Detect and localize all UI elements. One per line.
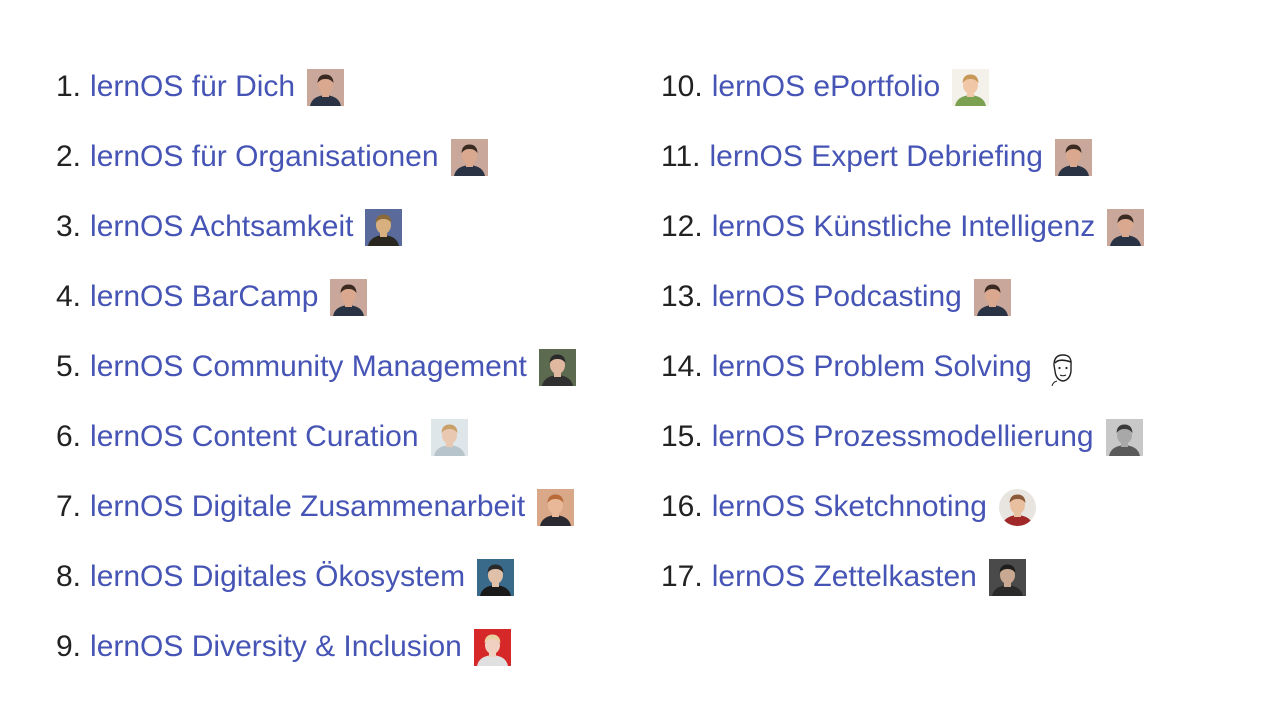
guide-link[interactable]: lernOS BarCamp xyxy=(90,280,319,313)
guide-link[interactable]: lernOS Zettelkasten xyxy=(711,560,977,593)
list-item-number: 12. xyxy=(661,210,703,243)
guide-link[interactable]: lernOS Prozessmodellierung xyxy=(711,420,1094,453)
list-item-number: 6. xyxy=(56,420,82,453)
guide-list-item: 3. lernOS Achtsamkeit xyxy=(56,192,576,262)
list-item-number: 11. xyxy=(661,140,701,173)
sketched-face-icon xyxy=(1043,348,1081,386)
list-item-number: 16. xyxy=(661,490,703,523)
list-item-number: 8. xyxy=(56,560,82,593)
person-avatar-icon xyxy=(430,418,468,456)
guide-list-item: 5. lernOS Community Management xyxy=(56,332,576,402)
person-avatar-icon xyxy=(330,278,368,316)
list-item-number: 3. xyxy=(56,210,82,243)
person-avatar-icon xyxy=(538,348,576,386)
person-avatar-icon xyxy=(473,628,511,666)
list-item-number: 10. xyxy=(661,70,703,103)
guide-link[interactable]: lernOS Diversity & Inclusion xyxy=(90,630,462,663)
list-item-number: 14. xyxy=(661,350,703,383)
guide-link[interactable]: lernOS Community Management xyxy=(90,350,527,383)
guide-list-item: 10. lernOS ePortfolio xyxy=(661,52,1144,122)
list-item-number: 7. xyxy=(56,490,82,523)
guide-link[interactable]: lernOS ePortfolio xyxy=(711,70,941,103)
guide-list-item: 14. lernOS Problem Solving xyxy=(661,332,1144,402)
guide-link[interactable]: lernOS Expert Debriefing xyxy=(709,140,1043,173)
person-avatar-icon xyxy=(952,68,990,106)
guide-list-item: 8. lernOS Digitales Ökosystem xyxy=(56,542,576,612)
guide-link[interactable]: lernOS für Organisationen xyxy=(90,140,439,173)
guide-link[interactable]: lernOS für Dich xyxy=(90,70,296,103)
list-item-number: 1. xyxy=(56,70,82,103)
guide-link[interactable]: lernOS Content Curation xyxy=(90,420,419,453)
guide-list-right: 10. lernOS ePortfolio 11. lernOS Expert Deb… xyxy=(661,52,1145,612)
guide-list-item: 12. lernOS Künstliche Intelligenz xyxy=(661,192,1145,262)
person-avatar-icon xyxy=(1054,138,1092,176)
person-avatar-icon xyxy=(477,558,515,596)
person-avatar-icon xyxy=(365,208,403,246)
person-avatar-icon xyxy=(1105,418,1143,456)
person-avatar-icon xyxy=(998,488,1036,526)
guide-link[interactable]: lernOS Achtsamkeit xyxy=(90,210,354,243)
list-item-number: 17. xyxy=(661,560,703,593)
guide-list-item: 1. lernOS für Dich xyxy=(56,52,576,122)
guide-list-item: 11. lernOS Expert Debriefing xyxy=(661,122,1144,192)
guide-list-left: 1. lernOS für Dich 2. lernOS für Organisati… xyxy=(56,52,576,682)
list-item-number: 2. xyxy=(56,140,82,173)
person-avatar-icon xyxy=(450,138,488,176)
guide-link[interactable]: lernOS Problem Solving xyxy=(711,350,1032,383)
guide-link[interactable]: lernOS Digitale Zusammenarbeit xyxy=(90,490,526,523)
list-item-number: 13. xyxy=(661,280,703,313)
guide-list-item: 13. lernOS Podcasting xyxy=(661,262,1144,332)
person-avatar-icon xyxy=(1107,208,1145,246)
person-avatar-icon xyxy=(537,488,575,526)
guide-list-item: 2. lernOS für Organisationen xyxy=(56,122,576,192)
person-avatar-icon xyxy=(988,558,1026,596)
list-item-number: 4. xyxy=(56,280,82,313)
guide-link[interactable]: lernOS Künstliche Intelligenz xyxy=(711,210,1096,243)
list-item-number: 15. xyxy=(661,420,703,453)
list-item-number: 9. xyxy=(56,630,82,663)
guide-link[interactable]: lernOS Digitales Ökosystem xyxy=(90,560,466,593)
person-avatar-icon xyxy=(307,68,345,106)
guide-list-item: 4. lernOS BarCamp xyxy=(56,262,576,332)
guide-list-item: 6. lernOS Content Curation xyxy=(56,402,576,472)
guide-list-item: 16. lernOS Sketchnoting xyxy=(661,472,1144,542)
guide-link[interactable]: lernOS Podcasting xyxy=(711,280,962,313)
guide-list-item: 17. lernOS Zettelkasten xyxy=(661,542,1144,612)
person-avatar-icon xyxy=(973,278,1011,316)
list-item-number: 5. xyxy=(56,350,82,383)
guide-list-item: 9. lernOS Diversity & Inclusion xyxy=(56,612,576,682)
guide-list-item: 15. lernOS Prozessmodellierung xyxy=(661,402,1144,472)
guide-link[interactable]: lernOS Sketchnoting xyxy=(711,490,987,523)
guide-list-item: 7. lernOS Digitale Zusammenarbeit xyxy=(56,472,576,542)
